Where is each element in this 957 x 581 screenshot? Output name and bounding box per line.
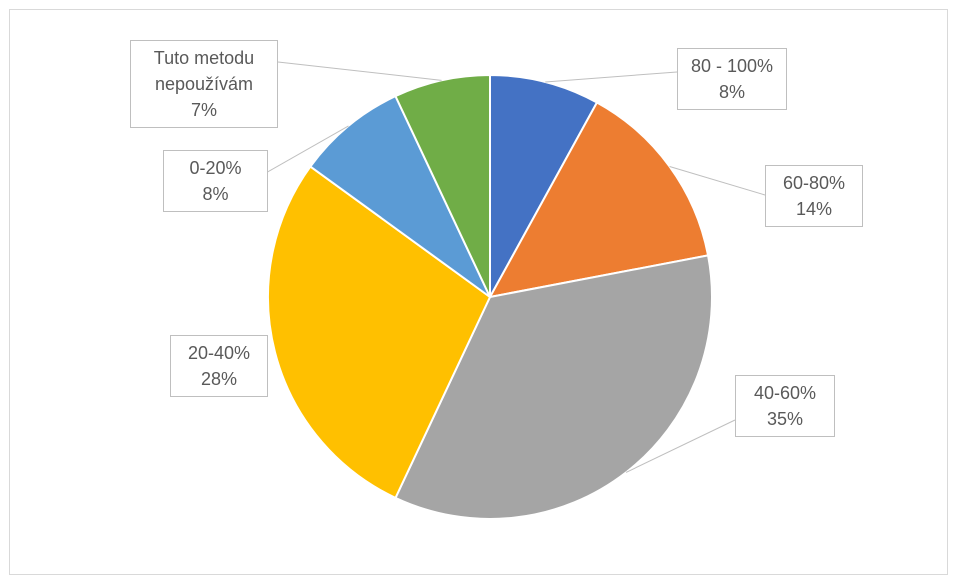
pie-slice: [488, 101, 710, 299]
label-value: 7%: [190, 100, 217, 120]
label-category: 60-80%: [782, 173, 846, 193]
label-value: 28%: [200, 369, 238, 389]
label-category: 0-20%: [189, 158, 242, 178]
label-category: 80 - 100%: [690, 56, 774, 76]
label-value: 14%: [795, 199, 833, 219]
data-label: 80 - 100% 8%: [677, 48, 787, 110]
data-label: 40-60% 35%: [735, 375, 835, 437]
data-label: Tuto metodu nepoužívám 7%: [130, 40, 278, 128]
label-category: 20-40%: [187, 343, 251, 363]
data-label: 60-80% 14%: [765, 165, 863, 227]
leader-line: [625, 419, 736, 473]
label-value: 8%: [202, 184, 229, 204]
label-category: 40-60%: [753, 383, 817, 403]
leader-line: [277, 61, 442, 81]
label-value: 8%: [718, 82, 745, 102]
pie-slice: [489, 73, 599, 298]
data-label: 0-20% 8%: [163, 150, 268, 212]
data-label: 20-40% 28%: [170, 335, 268, 397]
label-category: Tuto metodu nepoužívám: [153, 48, 255, 94]
leader-line: [545, 71, 678, 83]
leader-line: [669, 166, 766, 196]
pie-slice: [309, 94, 491, 298]
label-value: 35%: [766, 409, 804, 429]
pie-slice: [267, 165, 492, 500]
